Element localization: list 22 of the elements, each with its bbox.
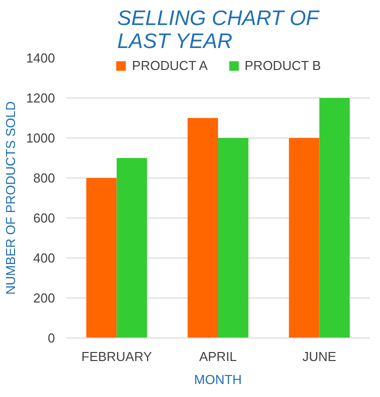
y-tick-label: 0 — [48, 330, 56, 346]
x-tick-label: APRIL — [199, 349, 237, 364]
legend-label: PRODUCT A — [132, 58, 208, 73]
y-tick-label: 600 — [33, 210, 56, 226]
x-axis-title: MONTH — [194, 372, 242, 387]
bar — [86, 178, 117, 338]
x-tick-label: FEBRUARY — [81, 349, 152, 364]
bar — [319, 98, 350, 338]
bar — [218, 138, 248, 338]
y-axis-title: NUMBER OF PRODUCTS SOLD — [3, 101, 18, 295]
bar — [116, 158, 148, 338]
bar — [288, 138, 320, 338]
x-tick-label: JUNE — [302, 349, 337, 364]
bar — [188, 118, 218, 338]
y-tick-label: 1000 — [26, 130, 55, 146]
y-tick-label: 1400 — [26, 50, 55, 66]
chart-title: SELLING CHART OF LAST YEAR — [117, 7, 320, 53]
y-tick-label: 400 — [33, 250, 56, 266]
y-tick-label: 1200 — [26, 90, 55, 106]
y-tick-label: 800 — [33, 170, 56, 186]
y-tick-label: 200 — [33, 290, 56, 306]
legend-label: PRODUCT B — [244, 58, 321, 73]
